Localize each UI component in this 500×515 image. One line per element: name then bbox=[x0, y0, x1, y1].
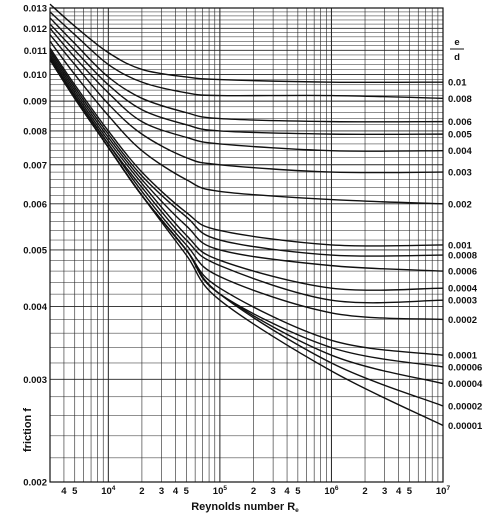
series-curve-6 bbox=[49, 40, 444, 205]
series-label: 0.00002 bbox=[448, 402, 482, 413]
x-axis-label: Reynolds number Re bbox=[191, 501, 299, 514]
series-label: 0.001 bbox=[448, 240, 472, 251]
series-label: 0.00001 bbox=[448, 421, 483, 432]
series-curve-4 bbox=[49, 27, 444, 152]
series-label: 0.0004 bbox=[448, 284, 478, 295]
y-tick-label: 0.013 bbox=[23, 4, 47, 15]
x-tick-label: 5 bbox=[407, 486, 413, 497]
y-tick-label: 0.005 bbox=[23, 245, 47, 256]
x-tick-label: 4 bbox=[61, 486, 67, 497]
series-label: 0.00004 bbox=[448, 379, 483, 390]
x-tick-label: 104 bbox=[101, 485, 116, 497]
series-label: 0.0002 bbox=[448, 315, 477, 326]
series-curve-14 bbox=[49, 59, 444, 368]
y-tick-label: 0.008 bbox=[23, 126, 47, 137]
series-label: 0.00006 bbox=[448, 362, 482, 373]
series-label: 0.004 bbox=[448, 146, 472, 157]
series-curve-8 bbox=[49, 49, 444, 257]
series-curve-1 bbox=[49, 11, 444, 100]
x-tick-label: 107 bbox=[436, 485, 451, 497]
series-curve-7 bbox=[49, 47, 444, 247]
y-tick-label: 0.009 bbox=[23, 97, 47, 108]
x-tick-label: 4 bbox=[173, 486, 179, 497]
x-axis-label-subscript: e bbox=[295, 507, 299, 514]
y-tick-labels: 0.002 0.003 0.004 0.005 0.006 0.007 0.008 0.009… bbox=[23, 4, 47, 489]
series-label: 0.01 bbox=[448, 78, 467, 89]
series-label: 0.008 bbox=[448, 94, 472, 105]
y-tick-label: 0.006 bbox=[23, 199, 47, 210]
y-tick-label: 0.003 bbox=[23, 375, 47, 386]
series-curve-12 bbox=[49, 56, 444, 321]
x-tick-label: 106 bbox=[324, 485, 339, 497]
x-tick-label: 3 bbox=[382, 486, 387, 497]
series-curve-16 bbox=[49, 59, 444, 407]
series-label: 0.002 bbox=[448, 199, 472, 210]
series-curve-5 bbox=[49, 34, 444, 174]
series-curve-15 bbox=[49, 59, 444, 385]
y-axis-label: friction f bbox=[22, 408, 34, 452]
series-labels: 0.010.0080.0060.0050.0040.0030.0020.0010… bbox=[448, 78, 483, 432]
y-tick-label: 0.002 bbox=[23, 478, 47, 489]
x-tick-label: 3 bbox=[159, 486, 164, 497]
x-tick-label: 105 bbox=[213, 485, 228, 497]
y-tick-label: 0.010 bbox=[23, 70, 47, 81]
series-label: 0.003 bbox=[448, 168, 472, 179]
plot-frame bbox=[49, 7, 444, 483]
series-label: 0.006 bbox=[448, 117, 472, 128]
x-tick-labels: 4 5 104 2 3 4 5 105 2 3 4 5 106 2 3 4 5 107 bbox=[61, 485, 450, 497]
x-tick-label: 4 bbox=[396, 486, 402, 497]
series-curves bbox=[49, 3, 444, 427]
series-curve-0 bbox=[49, 3, 444, 84]
legend-title-numerator: e bbox=[454, 37, 459, 48]
x-tick-label: 5 bbox=[295, 486, 301, 497]
series-curve-17 bbox=[49, 59, 444, 427]
series-label: 0.005 bbox=[448, 130, 472, 141]
y-tick-label: 0.007 bbox=[23, 160, 47, 171]
x-tick-label: 2 bbox=[139, 486, 144, 497]
series-label: 0.0006 bbox=[448, 267, 477, 278]
series-curve-3 bbox=[49, 23, 444, 136]
x-tick-label: 5 bbox=[72, 486, 78, 497]
x-tick-label: 5 bbox=[184, 486, 190, 497]
series-curve-10 bbox=[49, 54, 444, 291]
series-curve-2 bbox=[49, 17, 444, 123]
x-tick-label: 2 bbox=[251, 486, 256, 497]
series-label: 0.0003 bbox=[448, 296, 477, 307]
x-tick-label: 3 bbox=[270, 486, 275, 497]
series-curve-9 bbox=[49, 52, 444, 272]
series-label: 0.0001 bbox=[448, 351, 478, 362]
y-tick-label: 0.004 bbox=[23, 302, 47, 313]
legend-title: e d bbox=[450, 37, 464, 63]
x-tick-label: 4 bbox=[284, 486, 290, 497]
x-tick-label: 2 bbox=[362, 486, 367, 497]
x-axis-label-main: Reynolds number R bbox=[191, 501, 295, 513]
series-label: 0.0008 bbox=[448, 251, 477, 262]
y-tick-label: 0.011 bbox=[24, 46, 48, 57]
legend-title-denominator: d bbox=[454, 52, 460, 63]
y-tick-label: 0.012 bbox=[23, 24, 47, 35]
